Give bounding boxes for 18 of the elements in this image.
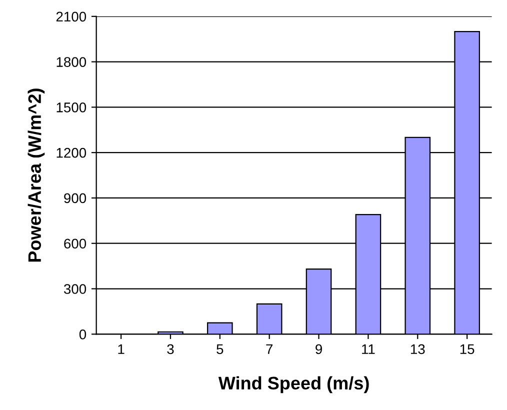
x-axis-title: Wind Speed (m/s) (218, 376, 369, 394)
x-tick-label: 13 (410, 344, 425, 354)
x-tick-label: 1 (118, 344, 124, 354)
y-tick-label: 0 (79, 329, 86, 340)
y-tick-label: 900 (64, 193, 86, 204)
x-tick-label: 11 (362, 344, 375, 354)
y-tick-label: 300 (64, 284, 86, 294)
y-tick-label: 2100 (56, 12, 86, 22)
x-tick-label: 7 (266, 344, 273, 354)
x-tick-label: 5 (216, 344, 224, 354)
y-tick-label: 600 (64, 238, 86, 249)
y-axis-title: Power/Area (W/m^2) (28, 88, 45, 262)
x-tick-label: 15 (460, 344, 474, 354)
x-tick-label: 9 (316, 344, 322, 354)
y-tick-label: 1500 (56, 102, 86, 112)
x-tick-label: 3 (167, 344, 174, 354)
y-tick-label: 1800 (56, 57, 86, 67)
y-tick-label: 1200 (56, 148, 86, 158)
